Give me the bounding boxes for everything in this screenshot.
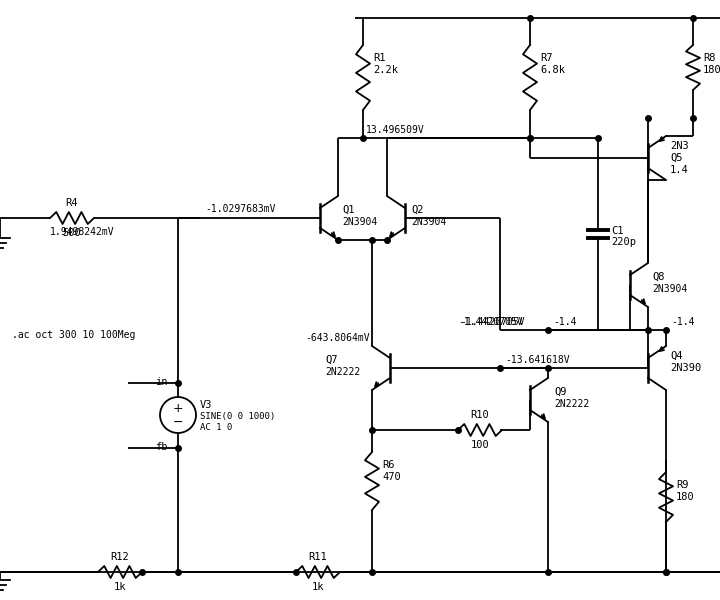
Text: 1.9498242mV: 1.9498242mV bbox=[50, 227, 114, 237]
Text: R1: R1 bbox=[373, 53, 385, 63]
Text: 1k: 1k bbox=[312, 582, 324, 592]
Text: fb: fb bbox=[156, 442, 168, 452]
Text: −: − bbox=[173, 415, 184, 428]
Text: 6.8k: 6.8k bbox=[540, 65, 565, 75]
Text: Q4: Q4 bbox=[670, 351, 683, 361]
Text: -1.4420705V: -1.4420705V bbox=[458, 317, 523, 327]
Text: V3: V3 bbox=[200, 400, 212, 410]
Text: -13.641618V: -13.641618V bbox=[505, 355, 570, 365]
Text: -1.4: -1.4 bbox=[671, 317, 695, 327]
Text: -643.8064mV: -643.8064mV bbox=[305, 333, 370, 343]
Text: Q2: Q2 bbox=[411, 205, 423, 215]
Text: 2N3: 2N3 bbox=[670, 141, 689, 151]
Text: 2.2k: 2.2k bbox=[373, 65, 398, 75]
Text: Q9: Q9 bbox=[554, 387, 567, 397]
Text: Q7: Q7 bbox=[325, 355, 338, 365]
Text: 180: 180 bbox=[676, 492, 695, 502]
Text: R9: R9 bbox=[676, 480, 688, 490]
Text: Q1: Q1 bbox=[342, 205, 354, 215]
Text: 1k: 1k bbox=[114, 582, 126, 592]
Text: 100: 100 bbox=[471, 440, 490, 450]
Text: 180: 180 bbox=[703, 65, 720, 75]
Text: R7: R7 bbox=[540, 53, 552, 63]
Text: 13.496509V: 13.496509V bbox=[366, 125, 425, 135]
Text: 500: 500 bbox=[63, 228, 81, 238]
Text: in: in bbox=[156, 377, 168, 387]
Text: 2N2222: 2N2222 bbox=[325, 367, 360, 377]
Text: 2N3904: 2N3904 bbox=[652, 284, 688, 294]
Text: 220p: 220p bbox=[611, 237, 636, 247]
Text: 2N2222: 2N2222 bbox=[554, 399, 589, 409]
Text: R10: R10 bbox=[471, 410, 490, 420]
Text: -1.4: -1.4 bbox=[553, 317, 577, 327]
Text: Q5: Q5 bbox=[670, 153, 683, 163]
Text: +: + bbox=[173, 401, 184, 415]
Text: -1.4420705V: -1.4420705V bbox=[460, 317, 525, 327]
Text: 2N3904: 2N3904 bbox=[411, 217, 446, 227]
Text: R6: R6 bbox=[382, 460, 395, 470]
Text: R12: R12 bbox=[111, 552, 130, 562]
Text: C1: C1 bbox=[611, 226, 624, 236]
Text: 2N390: 2N390 bbox=[670, 363, 701, 373]
Text: 2N3904: 2N3904 bbox=[342, 217, 377, 227]
Text: SINE(0 0 1000): SINE(0 0 1000) bbox=[200, 413, 275, 421]
Text: 1.4: 1.4 bbox=[670, 165, 689, 175]
Text: R11: R11 bbox=[309, 552, 328, 562]
Text: R8: R8 bbox=[703, 53, 716, 63]
Text: Q8: Q8 bbox=[652, 272, 665, 282]
Text: 470: 470 bbox=[382, 472, 401, 482]
Text: -1.0297683mV: -1.0297683mV bbox=[205, 204, 276, 214]
Text: AC 1 0: AC 1 0 bbox=[200, 424, 233, 433]
Text: .ac oct 300 10 100Meg: .ac oct 300 10 100Meg bbox=[12, 330, 135, 340]
Text: R4: R4 bbox=[66, 198, 78, 208]
